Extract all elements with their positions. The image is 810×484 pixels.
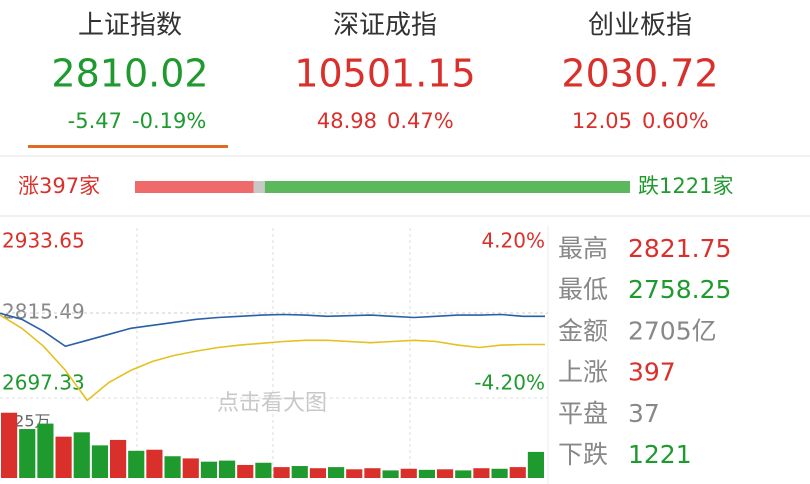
breadth-segment [135,181,254,193]
index-change[interactable]: -5.47 [68,109,122,133]
index-change[interactable]: 12.05 [572,109,632,133]
volume-bar [273,467,290,478]
y-tick-label: 2933.65 [2,229,85,253]
volume-bar [291,466,308,478]
stat-value: 1221 [628,440,692,469]
stat-label: 最低 [558,275,608,304]
y-tick-label: 2697.33 [2,371,85,395]
y2-tick-label: -4.20% [474,371,545,395]
stat-value: 37 [628,399,660,428]
volume-bar [219,460,236,478]
volume-bar [473,468,490,478]
index-name[interactable]: 上证指数 [78,11,182,41]
volume-bar [455,470,472,478]
down-count: 跌1221家 [638,174,733,198]
stat-label: 上涨 [558,358,608,387]
index-percent[interactable]: 0.47% [387,109,454,133]
price-line [0,312,545,348]
stat-value: 397 [628,358,676,387]
volume-bar [200,461,217,478]
index-name[interactable]: 深证成指 [333,11,437,41]
volume-bar [491,468,508,478]
volume-bar [1,412,18,478]
volume-bar [91,445,108,478]
volume-bar [382,470,399,478]
volume-bar [37,423,54,478]
volume-bar [73,432,90,478]
stat-value: 2821.75 [628,234,731,263]
index-percent[interactable]: 0.60% [642,109,709,133]
volume-bar [55,436,72,478]
volume-bar [128,450,145,478]
index-value[interactable]: 10501.15 [294,52,475,96]
volume-bar [328,467,345,478]
stat-value: 2758.25 [628,275,731,304]
stat-label: 平盘 [558,399,608,428]
stat-label: 下跌 [558,440,608,469]
volume-bar [527,451,544,478]
breadth-segment [253,181,265,193]
volume-bar [19,429,36,478]
volume-bar [418,469,435,478]
up-count: 涨397家 [18,174,100,198]
tab-underline [28,145,228,148]
index-change[interactable]: 48.98 [317,109,377,133]
volume-bar [364,468,381,478]
price-line [0,314,545,402]
breadth-segment [264,181,630,193]
index-value[interactable]: 2810.02 [51,52,208,96]
volume-bar [146,449,163,478]
index-percent[interactable]: -0.19% [132,109,206,133]
volume-bar [509,467,526,478]
volume-bar [164,456,181,478]
y2-tick-label: 4.20% [481,229,545,253]
volume-bar [346,469,363,478]
volume-bar [437,469,454,478]
volume-bar [182,458,199,478]
stat-value: 2705亿 [628,316,717,345]
stat-label: 最高 [558,234,608,263]
volume-bar [237,464,254,478]
index-value[interactable]: 2030.72 [561,52,718,96]
volume-bar [255,462,272,478]
watermark[interactable]: 点击看大图 [217,391,327,416]
volume-bar [400,468,417,478]
y-tick-label: 2815.49 [2,300,85,324]
index-name[interactable]: 创业板指 [588,11,692,41]
volume-bar [309,468,326,478]
stat-label: 金额 [558,316,608,345]
volume-bar [110,439,127,478]
